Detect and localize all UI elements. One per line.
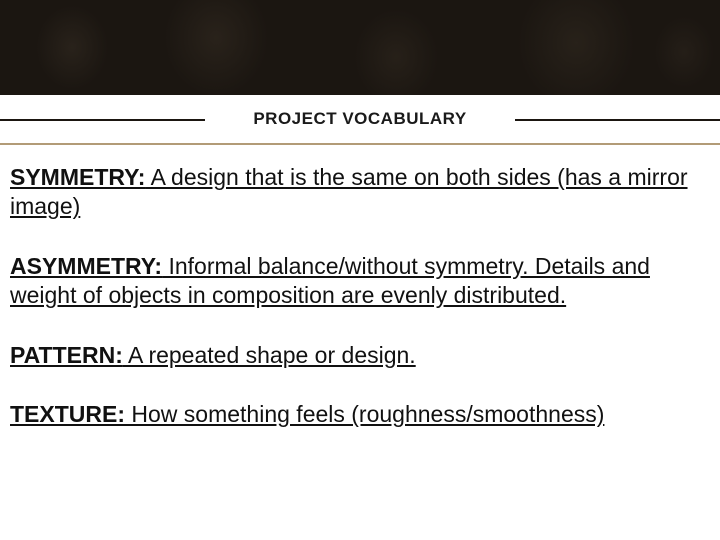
vocab-entry: ASYMMETRY: Informal balance/without symm… — [10, 252, 704, 311]
vocab-entry: SYMMETRY: A design that is the same on b… — [10, 163, 704, 222]
vocab-entry: TEXTURE: How something feels (roughness/… — [10, 400, 704, 429]
vocab-definition: How something feels (roughness/smoothnes… — [125, 401, 604, 427]
content-area: SYMMETRY: A design that is the same on b… — [0, 155, 720, 430]
vocab-term: SYMMETRY: — [10, 164, 145, 190]
vocab-entry: PATTERN: A repeated shape or design. — [10, 341, 704, 370]
vocab-term: ASYMMETRY: — [10, 253, 162, 279]
header-decorative-band — [0, 0, 720, 95]
vocab-definition: A repeated shape or design. — [123, 342, 416, 368]
title-bar: PROJECT VOCABULARY — [0, 95, 720, 145]
slide-title: PROJECT VOCABULARY — [253, 109, 466, 128]
title-box: PROJECT VOCABULARY — [205, 109, 514, 129]
vocab-term: PATTERN: — [10, 342, 123, 368]
vocab-term: TEXTURE: — [10, 401, 125, 427]
